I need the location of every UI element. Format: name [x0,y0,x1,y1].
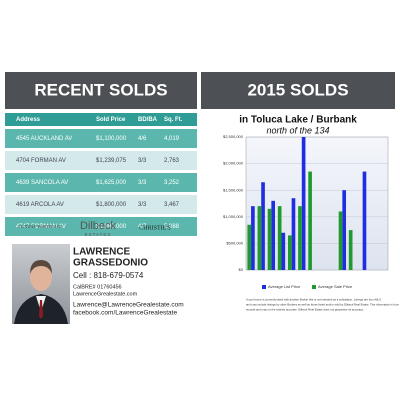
sales-table: Address Sold Price BD/BA Sq. Ft. 4545 AUCKLA… [5,113,197,236]
bar [291,198,296,270]
y-tick-label: $0 [239,267,244,272]
agent-name: LAWRENCE [73,247,131,258]
table-cell: 5,088 [164,224,180,230]
bar [301,137,306,270]
bar [298,206,302,270]
bar [267,208,272,270]
bar [308,171,312,270]
disclaimer-line: If your home is currently listed with an… [246,298,381,302]
table-cell: 4704 FORMAN AV [16,158,66,164]
table-cell: $1,800,000 [96,202,127,208]
disclaimer-line: and may include listings by other Broker… [246,303,400,307]
photo-hair [30,260,52,274]
agent-website: LawrenceGrealestate.com [73,291,138,297]
table-cell: 4639 SANCOLA AV [16,180,68,186]
table-row [5,195,197,214]
agent-cell: Cell : 818-679-0574 [73,271,144,280]
legend-swatch [262,285,266,289]
logo: Dilbeck [80,220,117,232]
photo-face [30,263,52,291]
photo-tie [39,300,43,319]
header-bar [201,72,395,109]
table-cell: 3/3 [138,158,147,164]
table-row [5,173,197,192]
chart-title: in Toluca Lake / Burbank [239,115,357,126]
table-cell: 4619 ARCOLA AV [16,202,64,208]
bar [251,206,255,270]
chart: $0 $500,000 $1,000,000 $1,500,000 $2,000,000… [223,134,388,289]
table-row [5,129,197,148]
table-cell: 4,019 [164,136,180,142]
table-header [5,113,197,126]
table-cell: 3/3 [138,202,147,208]
legend-label: Average List Price [268,284,301,289]
table-cell: $1,625,000 [96,180,127,186]
disclaimer-line: records and may not be entirely accurate… [246,308,364,312]
y-tick-label: $1,500,000 [223,187,244,192]
table-cell: 3,252 [164,180,180,186]
table-cell: 4/6 [138,136,147,142]
table-cell: 3,467 [164,202,180,208]
section-title: RECENT SOLDS [34,80,167,99]
bar [287,235,292,270]
bar [277,206,282,270]
y-tick-label: $2,000,000 [223,161,244,166]
y-tick-label: $2,500,000 [223,134,244,139]
logo: LUXURY PORTFOLIO [18,224,63,229]
agent-email: Lawrence@LawrenceGrealestate.com [73,302,184,309]
table-row [5,151,197,170]
legend-swatch [312,285,316,289]
section-title: 2015 SOLDS [247,80,348,99]
plot-area [245,136,389,271]
table-cell: $1,239,075 [96,158,127,164]
bar [338,211,343,270]
table-cell: 4/7 [138,224,147,230]
header-bar [5,72,197,109]
agent-name: GRASSEDONIO [73,258,148,269]
disclaimer: If your home is currently listed with an… [246,298,400,312]
bar [342,190,347,270]
column-header: Sq. Ft. [164,117,183,123]
y-tick-label: $500,000 [226,240,243,245]
table-cell: $1,100,000 [96,136,127,142]
bar [257,206,262,270]
column-header: Address [16,117,41,123]
table-row [5,217,197,236]
table-cell: 3/3 [138,180,147,186]
bar [261,182,265,270]
agent-facebook: facebook.com/LawrenceGrealestate [73,310,177,317]
bar [247,224,252,270]
table-cell: 2,763 [164,158,180,164]
table-cell: 4545 AUCKLAND AV [16,136,72,142]
bar [271,200,276,270]
table-cell: $1,900,000 [96,224,127,230]
logo: CHRISTIE'S [139,225,170,231]
table-cell: 4747 FORMAN AV [16,224,66,230]
bar [362,171,367,270]
column-header: Sold Price [96,117,126,123]
chart-subtitle: north of the 134 [266,125,329,135]
y-tick-label: $1,000,000 [223,214,244,219]
column-header: BD/BA [138,117,158,123]
legend-label: Average Sale Price [318,284,353,289]
bar [281,232,286,270]
bar [348,230,353,270]
logo: ESTATES [85,232,112,237]
agent-license: CalBRE# 01760456 [73,284,122,290]
